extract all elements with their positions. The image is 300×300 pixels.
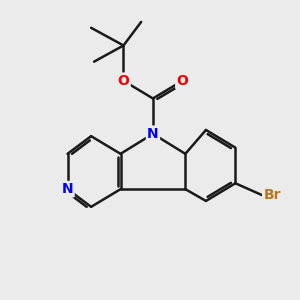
Text: O: O bbox=[176, 74, 188, 88]
Text: O: O bbox=[118, 74, 129, 88]
Text: N: N bbox=[147, 127, 159, 141]
Text: Br: Br bbox=[263, 188, 281, 202]
Text: N: N bbox=[62, 182, 74, 196]
